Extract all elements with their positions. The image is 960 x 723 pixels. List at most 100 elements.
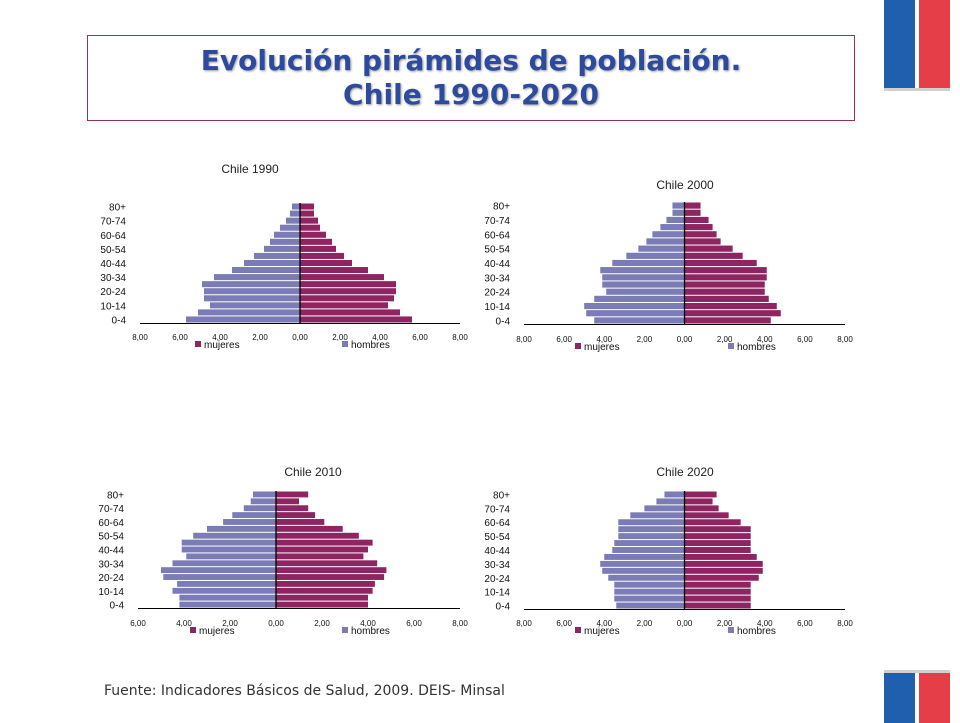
- x-tick-label: 4,00: [596, 619, 612, 628]
- x-tick-label: 6,00: [556, 619, 572, 628]
- bar-hombres-65-69: [300, 224, 320, 231]
- bar-mujeres-60-64: [652, 231, 685, 238]
- bar-hombres-5-9: [276, 594, 368, 601]
- legend-label-mujeres: mujeres: [199, 626, 235, 637]
- x-tick-label: 6,00: [130, 619, 146, 628]
- y-tick-label: 40-44: [98, 546, 124, 557]
- bar-hombres-0-4: [276, 601, 368, 608]
- bar-mujeres-0-4: [179, 601, 276, 608]
- chart-title: Chile 2020: [656, 465, 714, 479]
- y-tick-label: 80+: [493, 490, 510, 501]
- bar-hombres-80+: [684, 491, 717, 498]
- chart-title: Chile 1990: [221, 162, 279, 176]
- bar-mujeres-25-29: [161, 567, 276, 574]
- y-tick-label: 0-4: [496, 316, 511, 327]
- y-tick-label: 0-4: [112, 315, 127, 326]
- x-tick-label: 6,00: [172, 333, 188, 342]
- bar-mujeres-70-74: [286, 217, 300, 224]
- bar-hombres-40-44: [300, 259, 352, 267]
- y-tick-label: 70-74: [98, 504, 124, 515]
- legend-label-mujeres: mujeres: [584, 342, 620, 353]
- x-tick-label: 8,00: [452, 619, 468, 628]
- bar-hombres-65-69: [684, 512, 729, 519]
- x-tick-label: 4,00: [596, 335, 612, 344]
- x-tick-label: 6,00: [556, 335, 572, 344]
- bar-mujeres-30-34: [600, 560, 685, 567]
- bar-hombres-20-24: [300, 288, 396, 295]
- legend-swatch-hombres: [728, 627, 734, 633]
- bar-hombres-80+: [684, 202, 701, 209]
- x-tick-label: 0,00: [268, 619, 284, 628]
- bar-hombres-20-24: [684, 574, 759, 581]
- bar-hombres-70-74: [300, 217, 318, 224]
- chile-flag-top: [884, 0, 950, 91]
- bar-hombres-25-29: [276, 567, 387, 574]
- bar-hombres-65-69: [684, 224, 713, 231]
- bar-mujeres-20-24: [608, 574, 685, 581]
- bar-hombres-50-54: [300, 245, 336, 252]
- y-tick-label: 30-34: [100, 273, 126, 284]
- pyramid-chart-2000: Chile 2000 0-4 10-14 20-24 30-34 40-44 50-54 60…: [484, 178, 853, 353]
- x-tick-label: 4,00: [360, 619, 376, 628]
- bar-mujeres-20-24: [163, 574, 276, 580]
- bar-hombres-50-54: [276, 532, 359, 539]
- bar-hombres-50-54: [684, 533, 751, 540]
- x-tick-label: 2,00: [717, 619, 733, 628]
- legend-swatch-mujeres: [190, 627, 196, 633]
- legend-label-hombres: hombres: [351, 340, 390, 351]
- source-note: Fuente: Indicadores Básicos de Salud, 20…: [104, 683, 505, 699]
- bar-mujeres-40-44: [244, 259, 300, 267]
- bar-mujeres-75-79: [290, 210, 300, 217]
- bar-mujeres-30-34: [602, 274, 685, 281]
- bar-mujeres-80+: [253, 491, 276, 498]
- bar-mujeres-45-49: [254, 252, 300, 259]
- flag-blue-stripe: [884, 0, 915, 88]
- bar-mujeres-40-44: [612, 547, 685, 553]
- chile-flag-bottom: [884, 670, 950, 723]
- legend-label-mujeres: mujeres: [584, 626, 620, 637]
- x-tick-label: 8,00: [132, 333, 148, 342]
- x-tick-label: 8,00: [516, 335, 532, 344]
- bar-hombres-15-19: [276, 580, 375, 587]
- bar-mujeres-0-4: [186, 316, 300, 323]
- bar-hombres-40-44: [684, 259, 757, 267]
- x-tick-label: 8,00: [452, 333, 468, 342]
- x-tick-label: 8,00: [516, 619, 532, 628]
- bar-hombres-10-14: [684, 588, 751, 595]
- x-tick-label: 4,00: [757, 619, 773, 628]
- bar-hombres-5-9: [684, 595, 751, 602]
- bar-mujeres-10-14: [614, 588, 685, 595]
- bar-hombres-0-4: [684, 317, 771, 324]
- bar-hombres-80+: [276, 491, 309, 498]
- y-tick-label: 10-14: [98, 587, 124, 598]
- bar-mujeres-20-24: [204, 288, 300, 295]
- bar-mujeres-45-49: [181, 539, 276, 546]
- x-tick-label: 2,00: [637, 619, 653, 628]
- y-tick-label: 80+: [109, 203, 126, 214]
- bar-mujeres-55-59: [207, 525, 276, 532]
- flag-red-stripe: [919, 673, 950, 723]
- bar-hombres-0-4: [300, 316, 412, 323]
- chart-title: Chile 2010: [284, 465, 342, 479]
- x-tick-label: 2,00: [252, 333, 268, 342]
- bar-mujeres-40-44: [612, 259, 685, 267]
- flag-blue-stripe: [884, 673, 915, 723]
- x-tick-label: 6,00: [797, 335, 813, 344]
- bar-mujeres-80+: [664, 491, 685, 498]
- y-tick-label: 60-64: [484, 518, 510, 529]
- bar-mujeres-50-54: [638, 245, 685, 252]
- bar-hombres-45-49: [684, 252, 743, 259]
- bar-hombres-50-54: [684, 245, 733, 252]
- bar-hombres-70-74: [684, 505, 719, 512]
- x-tick-label: 2,00: [332, 333, 348, 342]
- y-tick-label: 30-34: [98, 559, 124, 570]
- flag-red-stripe: [919, 0, 950, 88]
- y-tick-label: 20-24: [98, 573, 124, 584]
- bar-mujeres-55-59: [646, 238, 685, 245]
- y-tick-label: 20-24: [100, 287, 126, 298]
- bar-mujeres-5-9: [614, 595, 685, 602]
- bar-hombres-35-39: [276, 553, 364, 560]
- bar-mujeres-75-79: [672, 209, 685, 216]
- bar-hombres-45-49: [276, 539, 373, 546]
- y-tick-label: 20-24: [484, 574, 510, 585]
